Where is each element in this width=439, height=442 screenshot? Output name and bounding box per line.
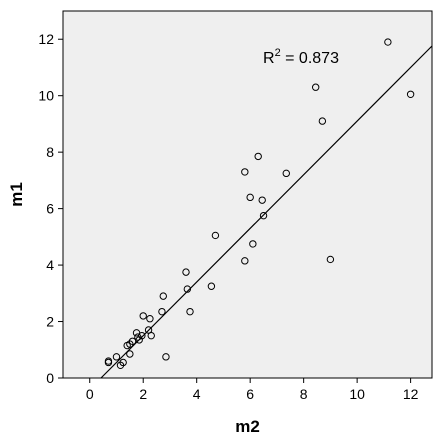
data-point [249,240,257,248]
x-axis: 0 2 4 6 8 10 12 [86,378,419,402]
x-tick-label: 10 [349,386,365,402]
data-point [182,268,190,276]
data-point [258,196,266,204]
y-tick-label: 0 [46,370,54,386]
data-point [128,337,137,345]
data-point [241,168,249,176]
x-tick-label: 2 [139,386,147,402]
data-point [318,117,327,125]
x-tick-label: 12 [403,386,419,402]
data-point [254,152,262,161]
data-point [384,38,392,46]
x-axis-label: m2 [235,417,260,436]
y-tick-label: 2 [46,314,54,330]
data-point [311,83,320,91]
data-point [104,358,113,367]
data-point [159,292,167,300]
data-point [146,315,154,323]
data-point [112,353,121,361]
data-point [259,211,268,220]
r-squared-annotation: R2 = 0.873 [263,47,339,67]
data-point [246,193,254,202]
plot-area [62,10,433,379]
y-axis-label: m1 [7,182,26,207]
y-axis: 0 2 4 6 8 10 12 [38,31,63,386]
data-point [207,282,216,290]
data-point [139,312,147,320]
y-tick-label: 8 [46,144,54,160]
x-tick-label: 0 [86,386,94,402]
data-point [183,285,192,293]
fit-line-group [100,45,433,379]
data-point [241,257,249,265]
data-point [326,255,335,264]
x-tick-label: 4 [193,386,201,402]
data-point [126,350,134,358]
data-point [119,358,127,367]
data-point [158,307,166,316]
data-point [147,331,155,340]
points-group [104,38,415,369]
data-point [186,307,194,316]
data-point [211,231,220,240]
data-point [162,353,170,361]
x-tick-label: 6 [246,386,254,402]
data-point [282,169,290,178]
x-tick-label: 8 [300,386,308,402]
fit-line [100,45,433,379]
data-point [138,331,146,340]
y-tick-label: 6 [46,201,54,217]
y-tick-label: 12 [38,31,54,47]
data-point [406,90,415,98]
y-tick-label: 10 [38,88,54,104]
y-tick-label: 4 [46,257,54,273]
